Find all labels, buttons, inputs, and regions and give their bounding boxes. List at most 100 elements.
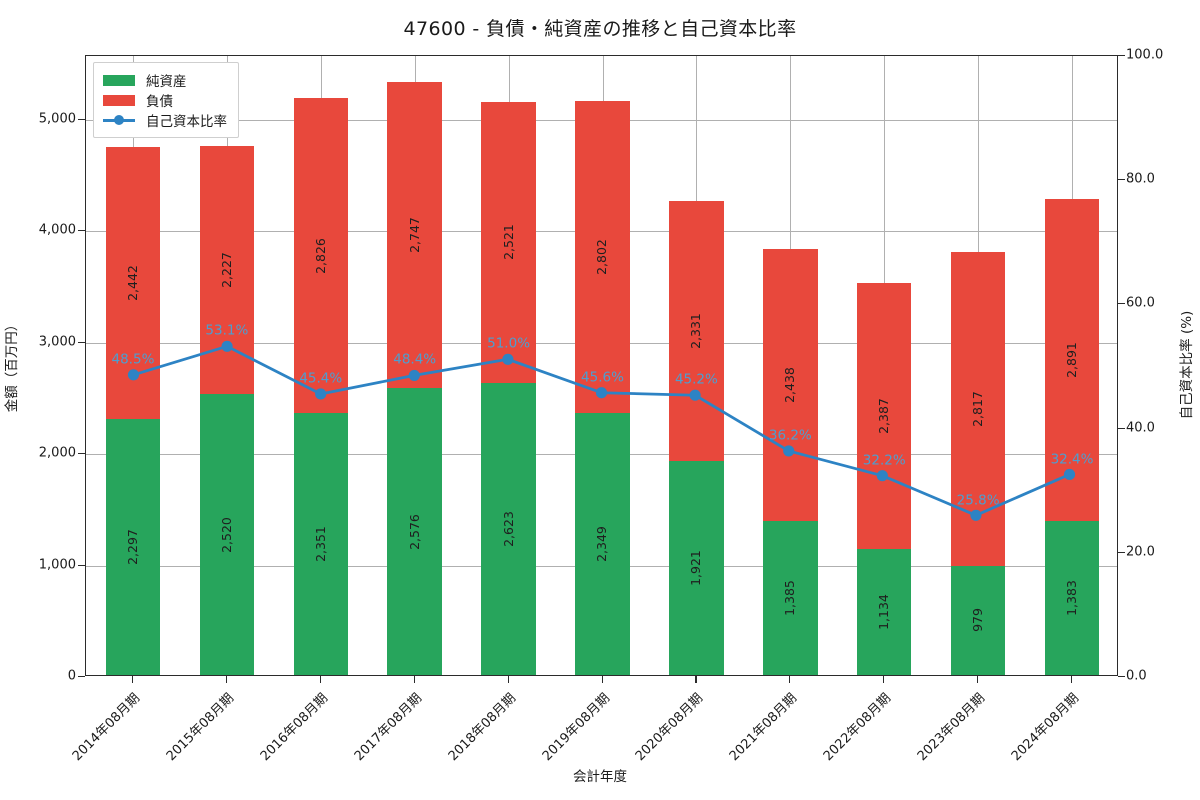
y-axis-right-tick-label: 20.0 xyxy=(1126,544,1155,560)
y-axis-right-tick-mark xyxy=(1118,55,1125,57)
bar-group[interactable]: 2,576 2,747 xyxy=(387,54,442,675)
x-axis-tick-label: 2017年08月期 xyxy=(351,690,425,765)
bar-segment-liabilities[interactable]: 2,802 xyxy=(575,101,630,414)
y-axis-left-tick-label: 0 xyxy=(67,668,76,684)
y-axis-left-tick-mark xyxy=(78,564,85,566)
y-axis-left-tick-mark xyxy=(78,118,85,121)
legend-item-equity-ratio[interactable]: 自己資本比率 xyxy=(103,110,227,130)
bar-group[interactable]: 1,921 2,331 xyxy=(669,54,724,675)
bar-segment-liabilities[interactable]: 2,331 xyxy=(669,201,724,461)
equity-ratio-value-label: 32.2% xyxy=(862,452,906,469)
equity-ratio-value-label: 45.4% xyxy=(299,370,343,387)
equity-ratio-marker[interactable] xyxy=(876,470,888,482)
equity-ratio-value-label: 48.4% xyxy=(393,351,437,368)
y-axis-right-tick-label: 80.0 xyxy=(1126,171,1155,187)
bar-group[interactable]: 2,349 2,802 xyxy=(575,54,630,675)
bar-segment-liabilities[interactable]: 2,891 xyxy=(1044,198,1100,521)
y-axis-right-tick-label: 0.0 xyxy=(1126,668,1147,684)
equity-ratio-marker[interactable] xyxy=(1063,468,1076,481)
x-axis-tick-mark xyxy=(413,676,415,683)
bar-group[interactable]: 2,351 2,826 xyxy=(293,54,348,675)
y-axis-left-tick-label: 3,000 xyxy=(38,334,76,350)
y-axis-left-tick-mark xyxy=(78,341,85,343)
equity-ratio-marker[interactable] xyxy=(783,445,795,457)
bar-segment-liabilities[interactable]: 2,521 xyxy=(481,101,536,383)
equity-ratio-marker[interactable] xyxy=(408,369,420,381)
x-axis-tick-label: 2024年08月期 xyxy=(1008,690,1083,765)
legend-label-equity-ratio: 自己資本比率 xyxy=(146,114,227,130)
equity-ratio-marker[interactable] xyxy=(970,509,982,521)
chart-title: 47600 - 負債・純資産の推移と自己資本比率 xyxy=(403,18,797,40)
legend-item-net-assets[interactable]: 純資産 xyxy=(103,70,227,90)
line-layer: 48.5% 53.1% 45.4% 48.4% 51.0% 45.6% 45.2% 36.2%… xyxy=(86,56,1117,675)
x-axis-tick-label: 2018年08月期 xyxy=(445,690,519,765)
bar-segment-net-assets[interactable]: 2,520 xyxy=(199,394,255,675)
equity-ratio-value-label: 32.4% xyxy=(1050,451,1094,468)
equity-ratio-value-label: 53.1% xyxy=(205,322,249,339)
bar-segment-net-assets[interactable]: 2,623 xyxy=(481,382,536,675)
y-axis-right-tick-mark xyxy=(1118,427,1125,429)
chart-legend: 純資産 負債 自己資本比率 xyxy=(93,62,239,138)
y-axis-left-tick-mark xyxy=(78,676,85,678)
bar-group[interactable]: 1,383 2,891 xyxy=(1044,54,1100,675)
bar-segment-liabilities[interactable]: 2,387 xyxy=(856,282,912,549)
bar-segment-liabilities[interactable]: 2,826 xyxy=(293,98,348,414)
equity-ratio-marker[interactable] xyxy=(127,369,140,381)
y-axis-right-tick-mark xyxy=(1118,676,1125,678)
legend-swatch-red xyxy=(103,94,135,106)
bar-group[interactable]: 1,385 2,438 xyxy=(763,54,818,675)
bar-segment-liabilities[interactable]: 2,747 xyxy=(387,81,442,389)
legend-label-net-assets: 純資産 xyxy=(146,74,187,90)
x-axis-tick-mark xyxy=(1071,676,1073,683)
bar-segment-net-assets[interactable]: 2,351 xyxy=(293,413,348,675)
bar-segment-net-assets[interactable]: 1,134 xyxy=(856,548,912,675)
x-axis-tick-mark xyxy=(695,676,697,683)
bar-group[interactable]: 2,623 2,521 xyxy=(481,54,536,675)
y-axis-right-tick-mark xyxy=(1118,179,1125,181)
bar-segment-net-assets[interactable]: 1,385 xyxy=(763,520,818,675)
x-axis-label: 会計年度 xyxy=(573,769,627,785)
bar-group[interactable]: 2,520 2,227 xyxy=(199,54,255,675)
bars-layer: 2,297 2,442 2,520 2,227 2,351 2,826 2,576 2,747… xyxy=(86,56,1117,675)
x-axis-tick-mark xyxy=(319,676,321,683)
equity-ratio-marker[interactable] xyxy=(315,388,327,400)
x-axis-tick-label: 2014年08月期 xyxy=(69,690,144,765)
equity-ratio-value-label: 45.2% xyxy=(674,371,718,388)
x-axis-tick-mark xyxy=(977,676,979,683)
x-axis-tick-label: 2023年08月期 xyxy=(914,690,989,765)
legend-item-liabilities[interactable]: 負債 xyxy=(103,90,227,110)
x-axis-tick-label: 2015年08月期 xyxy=(163,690,237,765)
equity-ratio-marker[interactable] xyxy=(221,340,233,352)
bar-segment-net-assets[interactable]: 1,921 xyxy=(669,460,724,675)
x-axis-tick-mark xyxy=(507,676,509,683)
equity-ratio-value-label: 51.0% xyxy=(487,335,531,352)
bar-segment-net-assets[interactable]: 979 xyxy=(950,565,1006,675)
y-axis-left-label: 金額（百万円） xyxy=(4,317,20,413)
equity-ratio-value-label: 25.8% xyxy=(956,492,1000,509)
bar-segment-liabilities[interactable]: 2,438 xyxy=(763,249,818,521)
y-axis-left-tick-mark xyxy=(78,453,85,455)
equity-ratio-marker[interactable] xyxy=(595,387,608,399)
x-axis-tick-label: 2016年08月期 xyxy=(257,690,331,765)
equity-ratio-marker[interactable] xyxy=(502,353,514,365)
x-axis-tick-mark xyxy=(883,676,885,683)
y-axis-left-tick-mark xyxy=(78,230,85,232)
bar-segment-net-assets[interactable]: 1,383 xyxy=(1044,520,1100,675)
x-axis-tick-label: 2021年08月期 xyxy=(727,690,801,765)
x-axis-tick-mark xyxy=(225,676,227,683)
legend-swatch-green xyxy=(103,74,135,86)
bar-segment-net-assets[interactable]: 2,297 xyxy=(105,419,161,675)
equity-ratio-marker[interactable] xyxy=(689,389,701,401)
plot-area: 2,297 2,442 2,520 2,227 2,351 2,826 2,576 2,747… xyxy=(85,55,1118,676)
x-axis-tick-label: 2020年08月期 xyxy=(633,690,707,765)
y-axis-left-tick-label: 2,000 xyxy=(38,445,76,461)
bar-segment-net-assets[interactable]: 2,576 xyxy=(387,388,442,675)
x-axis-tick-label: 2022年08月期 xyxy=(821,690,895,765)
equity-ratio-value-label: 48.5% xyxy=(111,351,155,368)
x-axis-tick-mark xyxy=(131,676,134,683)
y-axis-right-label: 自己資本比率 (%) xyxy=(1179,310,1195,420)
bar-segment-net-assets[interactable]: 2,349 xyxy=(575,413,630,675)
bar-group[interactable]: 1,134 2,387 xyxy=(856,54,912,675)
y-axis-left-tick-label: 5,000 xyxy=(38,111,76,127)
